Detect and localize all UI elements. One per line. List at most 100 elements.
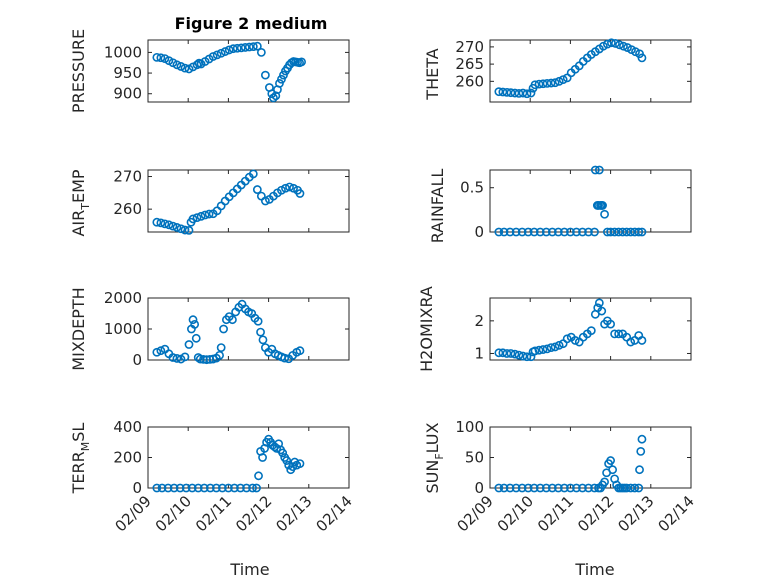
data-point	[600, 209, 609, 219]
data-point	[156, 53, 166, 63]
data-point	[518, 88, 528, 98]
data-point	[172, 354, 182, 363]
data-point	[216, 48, 226, 58]
data-point	[248, 483, 257, 493]
data-point	[529, 227, 539, 237]
y-tick-label: 0	[474, 223, 484, 241]
data-point	[635, 465, 644, 475]
data-point	[594, 298, 604, 308]
data-point	[199, 483, 209, 493]
data-point	[626, 227, 636, 237]
y-tick-label: 0	[132, 479, 142, 497]
data-point	[630, 483, 640, 493]
data-point	[546, 78, 556, 88]
y-tick-label: 260	[113, 200, 142, 218]
data-point	[211, 483, 221, 493]
data-point	[506, 88, 516, 98]
data-point	[180, 352, 190, 362]
data-point	[248, 169, 258, 179]
data-point	[535, 227, 545, 237]
data-point	[558, 75, 568, 85]
data-point	[578, 227, 587, 237]
data-point	[510, 349, 520, 359]
data-point	[542, 79, 552, 88]
data-point	[191, 333, 201, 343]
y-axis-label-part: EMP	[69, 169, 88, 203]
data-point	[200, 210, 210, 220]
data-point	[637, 336, 647, 345]
y-tick-label: 270	[455, 38, 484, 56]
y-axis-label-part: AIR	[69, 210, 88, 237]
y-tick-label: 0	[132, 351, 142, 369]
data-point	[181, 483, 191, 493]
data-point	[618, 227, 628, 237]
data-point	[562, 334, 572, 344]
data-point	[541, 227, 551, 237]
data-point	[550, 78, 560, 88]
data-point	[240, 43, 250, 52]
data-point	[637, 53, 647, 63]
data-point	[522, 89, 532, 99]
data-point	[272, 443, 282, 453]
data-point	[597, 306, 607, 316]
data-point	[279, 70, 288, 80]
y-axis-label: SUNFLUX	[423, 422, 446, 493]
data-point	[566, 483, 575, 493]
data-point	[157, 483, 167, 493]
data-point	[152, 347, 162, 357]
data-point	[278, 448, 288, 458]
data-point	[180, 225, 190, 235]
data-point	[172, 223, 182, 232]
data-point	[494, 227, 504, 237]
data-point	[502, 87, 512, 97]
y-axis-label: TERRMSL	[69, 423, 92, 495]
y-tick-label: 1000	[104, 320, 142, 338]
data-point	[578, 483, 587, 493]
data-point	[535, 483, 545, 493]
data-point	[254, 471, 263, 481]
y-axis-label-part: SUN	[423, 460, 442, 494]
y-tick-label: 2000	[104, 289, 142, 307]
data-point	[215, 350, 224, 360]
data-point	[594, 165, 604, 175]
data-point	[295, 189, 305, 198]
data-point	[614, 329, 624, 339]
x-axis-label: Time	[229, 560, 269, 579]
data-point	[275, 79, 284, 88]
data-point	[205, 483, 215, 493]
y-tick-label: 270	[113, 168, 142, 186]
axes-pressure: 900 950 1000 PRESSURE	[69, 29, 350, 113]
data-point	[188, 315, 198, 325]
data-point	[606, 456, 615, 465]
y-tick-label: 2	[474, 312, 484, 330]
data-point	[282, 456, 292, 465]
data-point	[164, 220, 174, 230]
y-tick-label: 265	[455, 55, 484, 73]
data-point	[176, 62, 186, 71]
data-point	[505, 483, 515, 493]
data-point	[248, 42, 258, 52]
data-point	[626, 337, 636, 347]
data-point	[584, 227, 593, 237]
data-point	[598, 201, 607, 210]
data-point	[192, 60, 202, 70]
data-point	[252, 41, 262, 51]
y-tick-label: 400	[113, 418, 142, 436]
data-point	[230, 483, 239, 493]
data-point	[523, 227, 533, 237]
data-point	[223, 483, 233, 493]
y-tick-label: 0	[474, 479, 484, 497]
data-point	[258, 453, 267, 462]
data-point	[208, 52, 218, 61]
data-point	[295, 346, 305, 356]
data-point	[546, 343, 556, 352]
data-point	[163, 483, 173, 493]
data-point	[502, 349, 512, 358]
axes-frame	[489, 297, 692, 361]
data-point	[256, 48, 266, 57]
y-axis-label-part: SL	[69, 423, 88, 442]
axes-air-temp: 260 270 AIRTEMP	[69, 168, 350, 237]
data-point	[614, 227, 624, 237]
data-point	[499, 483, 509, 493]
data-point	[572, 483, 581, 493]
